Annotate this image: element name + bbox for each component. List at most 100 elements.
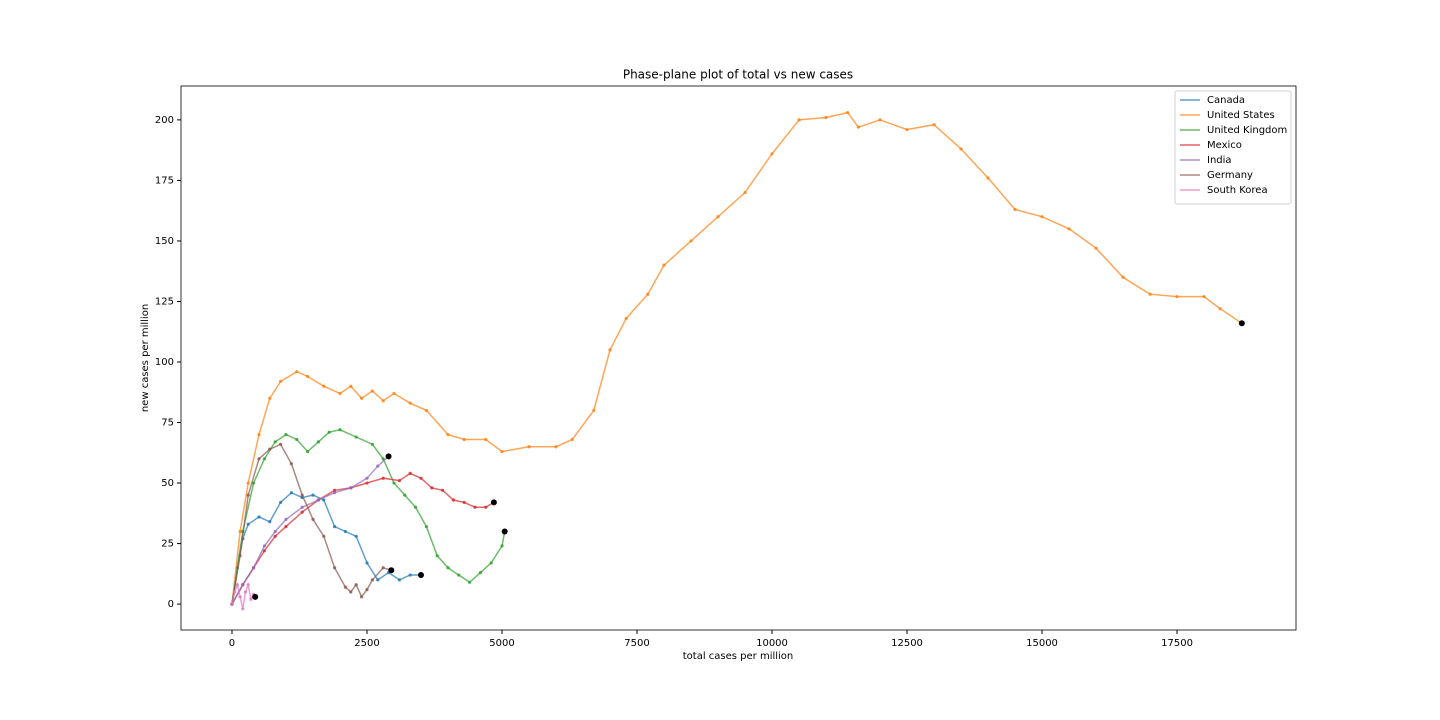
data-point	[284, 517, 288, 521]
data-point	[305, 449, 310, 454]
data-point	[370, 389, 374, 393]
data-point	[440, 488, 445, 492]
data-point	[716, 215, 720, 219]
data-point	[238, 529, 242, 534]
data-point	[289, 462, 293, 466]
data-point	[473, 505, 477, 509]
data-point	[343, 585, 347, 589]
legend-label: United States	[1207, 110, 1275, 121]
data-point	[251, 566, 256, 570]
data-point	[1121, 275, 1125, 279]
data-point	[376, 464, 380, 468]
x-tick-label: 12500	[891, 638, 923, 649]
data-point	[262, 549, 266, 553]
data-point	[295, 437, 299, 442]
data-point	[959, 147, 963, 151]
data-point	[1218, 307, 1222, 311]
data-point	[230, 602, 234, 606]
data-point	[284, 433, 288, 437]
data-point	[359, 396, 364, 400]
data-point	[246, 481, 250, 485]
data-point	[376, 578, 380, 582]
data-point	[770, 152, 774, 156]
series-line	[231, 443, 392, 605]
y-tick-label: 0	[168, 599, 174, 610]
x-tick-label: 15000	[1026, 638, 1058, 649]
data-point	[413, 505, 418, 509]
data-point	[451, 498, 455, 502]
data-point	[1040, 215, 1044, 219]
data-point	[500, 449, 504, 454]
chart-title: Phase-plane plot of total vs new cases	[623, 68, 853, 82]
data-point	[241, 607, 245, 611]
data-point	[484, 437, 488, 442]
data-point	[419, 476, 423, 480]
data-point	[1148, 292, 1152, 296]
data-point	[300, 493, 304, 497]
data-point	[338, 391, 342, 396]
data-point	[446, 433, 450, 437]
data-point	[365, 587, 369, 592]
data-point	[435, 554, 439, 558]
data-point	[249, 597, 253, 601]
data-point	[246, 493, 250, 497]
y-tick-label: 100	[155, 357, 174, 368]
x-tick-label: 10000	[756, 638, 788, 649]
data-point	[430, 486, 434, 490]
data-point	[392, 391, 396, 396]
data-point	[365, 476, 369, 480]
data-point	[1013, 207, 1017, 212]
data-point	[300, 510, 304, 514]
y-tick-label: 50	[161, 478, 174, 489]
data-point	[570, 437, 574, 442]
data-point	[300, 505, 304, 509]
data-point	[273, 534, 277, 538]
data-point	[424, 525, 428, 529]
y-tick-label: 200	[155, 115, 174, 126]
data-point	[500, 544, 504, 548]
data-point	[343, 529, 347, 534]
end-point	[417, 572, 424, 579]
end-point	[501, 528, 508, 535]
data-point	[238, 554, 242, 558]
data-point	[257, 515, 261, 519]
data-point	[1175, 295, 1179, 299]
data-point	[467, 580, 472, 584]
data-point	[322, 384, 326, 388]
data-point	[359, 595, 364, 599]
y-axis-label: new cases per million	[140, 304, 151, 412]
data-point	[311, 517, 315, 521]
x-tick-label: 7500	[624, 638, 649, 649]
y-tick-label: 125	[155, 296, 174, 307]
data-point	[403, 493, 407, 497]
data-point	[1094, 246, 1098, 250]
data-point	[257, 433, 261, 437]
data-point	[354, 583, 358, 587]
data-point	[478, 571, 482, 575]
data-point	[743, 190, 747, 195]
data-point	[349, 384, 353, 388]
end-point	[490, 499, 497, 506]
data-point	[554, 445, 558, 449]
data-point	[824, 115, 828, 120]
data-point	[268, 520, 272, 524]
data-point	[278, 500, 283, 505]
x-tick-label: 5000	[489, 638, 514, 649]
data-point	[527, 445, 531, 449]
series-line	[231, 472, 495, 605]
data-point	[457, 573, 461, 577]
data-point	[1067, 227, 1071, 231]
data-point	[646, 292, 650, 296]
end-point	[385, 453, 392, 460]
data-point	[489, 561, 493, 565]
data-point	[338, 428, 342, 432]
legend-label: Mexico	[1207, 140, 1242, 151]
data-point	[243, 590, 248, 594]
data-point	[268, 396, 272, 400]
data-point	[797, 118, 801, 122]
y-tick-label: 75	[161, 418, 174, 429]
data-point	[322, 498, 326, 502]
data-point	[238, 595, 242, 599]
